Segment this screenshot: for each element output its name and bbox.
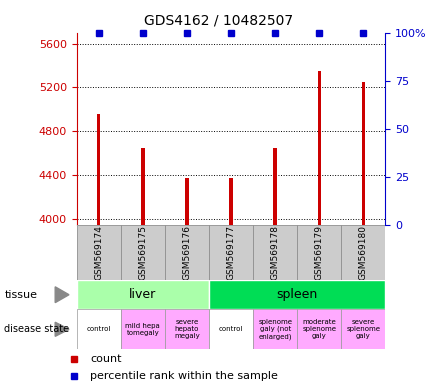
Bar [297, 225, 341, 280]
Bar [77, 280, 209, 309]
Text: control: control [87, 326, 111, 332]
Text: GSM569179: GSM569179 [315, 225, 324, 280]
Text: mild hepa
tomegaly: mild hepa tomegaly [125, 323, 160, 336]
Bar [341, 225, 385, 280]
Text: severe
hepato
megaly: severe hepato megaly [174, 319, 200, 339]
Bar [77, 309, 121, 349]
Text: count: count [90, 354, 122, 364]
Bar [209, 280, 385, 309]
Text: GSM569177: GSM569177 [226, 225, 236, 280]
Bar [209, 225, 253, 280]
Text: spleen: spleen [276, 288, 318, 301]
Bar [77, 225, 121, 280]
Text: GSM569174: GSM569174 [94, 225, 103, 280]
Text: GSM569178: GSM569178 [271, 225, 279, 280]
Text: percentile rank within the sample: percentile rank within the sample [90, 371, 278, 381]
Text: control: control [219, 326, 243, 332]
Bar [253, 225, 297, 280]
FancyArrow shape [55, 322, 69, 336]
Text: severe
splenome
galy: severe splenome galy [346, 319, 380, 339]
Bar [341, 309, 385, 349]
Bar [141, 148, 145, 225]
Text: GSM569176: GSM569176 [183, 225, 191, 280]
Bar [97, 114, 100, 225]
Bar [362, 82, 365, 225]
Text: splenome
galy (not
enlarged): splenome galy (not enlarged) [258, 319, 292, 340]
Bar [318, 71, 321, 225]
Text: GSM569175: GSM569175 [138, 225, 147, 280]
Bar [165, 309, 209, 349]
Bar [165, 225, 209, 280]
Text: GDS4162 / 10482507: GDS4162 / 10482507 [145, 13, 293, 27]
Text: liver: liver [129, 288, 156, 301]
Bar [297, 309, 341, 349]
Bar [185, 178, 189, 225]
Text: disease state: disease state [4, 324, 70, 334]
Text: moderate
splenome
galy: moderate splenome galy [302, 319, 336, 339]
Text: tissue: tissue [4, 290, 37, 300]
Bar [121, 309, 165, 349]
Bar [273, 148, 277, 225]
Bar [121, 225, 165, 280]
Text: GSM569180: GSM569180 [359, 225, 368, 280]
Bar [229, 178, 233, 225]
Bar [253, 309, 297, 349]
Bar [209, 309, 253, 349]
FancyArrow shape [55, 287, 69, 303]
